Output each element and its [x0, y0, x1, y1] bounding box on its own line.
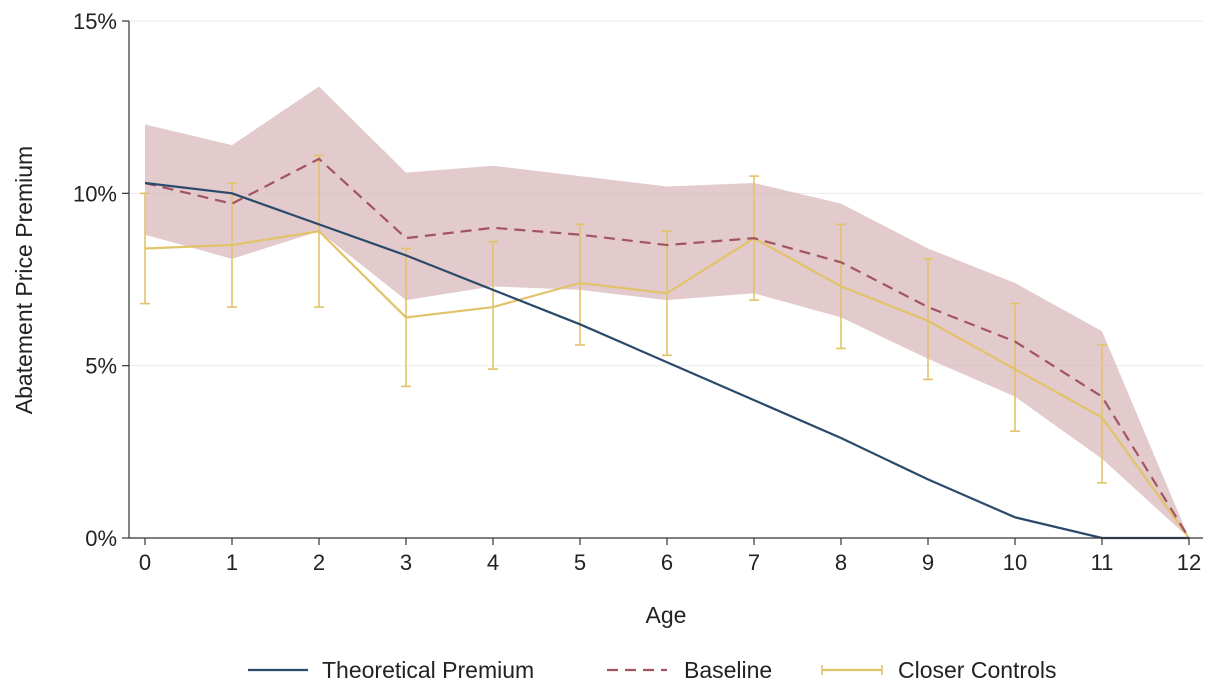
legend: Theoretical Premium Baseline Closer Contro…	[248, 657, 1057, 683]
baseline-line	[144, 157, 1190, 539]
x-tick-label: 9	[922, 550, 934, 575]
legend-baseline-label: Baseline	[684, 657, 772, 683]
x-tick-label: 4	[487, 550, 499, 575]
x-tick-label: 5	[574, 550, 586, 575]
baseline-confidence-band	[145, 86, 1189, 538]
x-tick-label: 11	[1091, 550, 1114, 575]
x-tick-label: 10	[1003, 550, 1027, 575]
x-tick-label: 2	[313, 550, 325, 575]
x-tick-label: 3	[400, 550, 412, 575]
legend-theoretical-premium-label: Theoretical Premium	[322, 657, 534, 683]
x-tick-label: 12	[1177, 550, 1201, 575]
x-tick-label: 8	[835, 550, 847, 575]
closer-controls-line	[144, 230, 1190, 539]
y-tick-label: 15%	[73, 9, 117, 34]
y-tick-label: 10%	[73, 181, 117, 206]
y-tick-label: 5%	[85, 354, 117, 379]
x-tick-label: 7	[748, 550, 760, 575]
x-tick-label: 6	[661, 550, 673, 575]
baseline-band	[145, 86, 1189, 538]
series-lines	[140, 154, 1190, 540]
y-tick-label: 0%	[85, 526, 117, 551]
axes: 0%5%10%15%0 1 2 3 4 5 6 7 8 9 10 11 12	[73, 9, 1203, 575]
y-axis-label: Abatement Price Premium	[11, 146, 37, 414]
x-tick-label: 1	[226, 550, 238, 575]
legend-closer-controls-label: Closer Controls	[898, 657, 1057, 683]
x-axis-label: Age	[646, 602, 687, 628]
x-tick-label: 0	[139, 550, 151, 575]
theoretical-premium-line	[144, 181, 1189, 540]
